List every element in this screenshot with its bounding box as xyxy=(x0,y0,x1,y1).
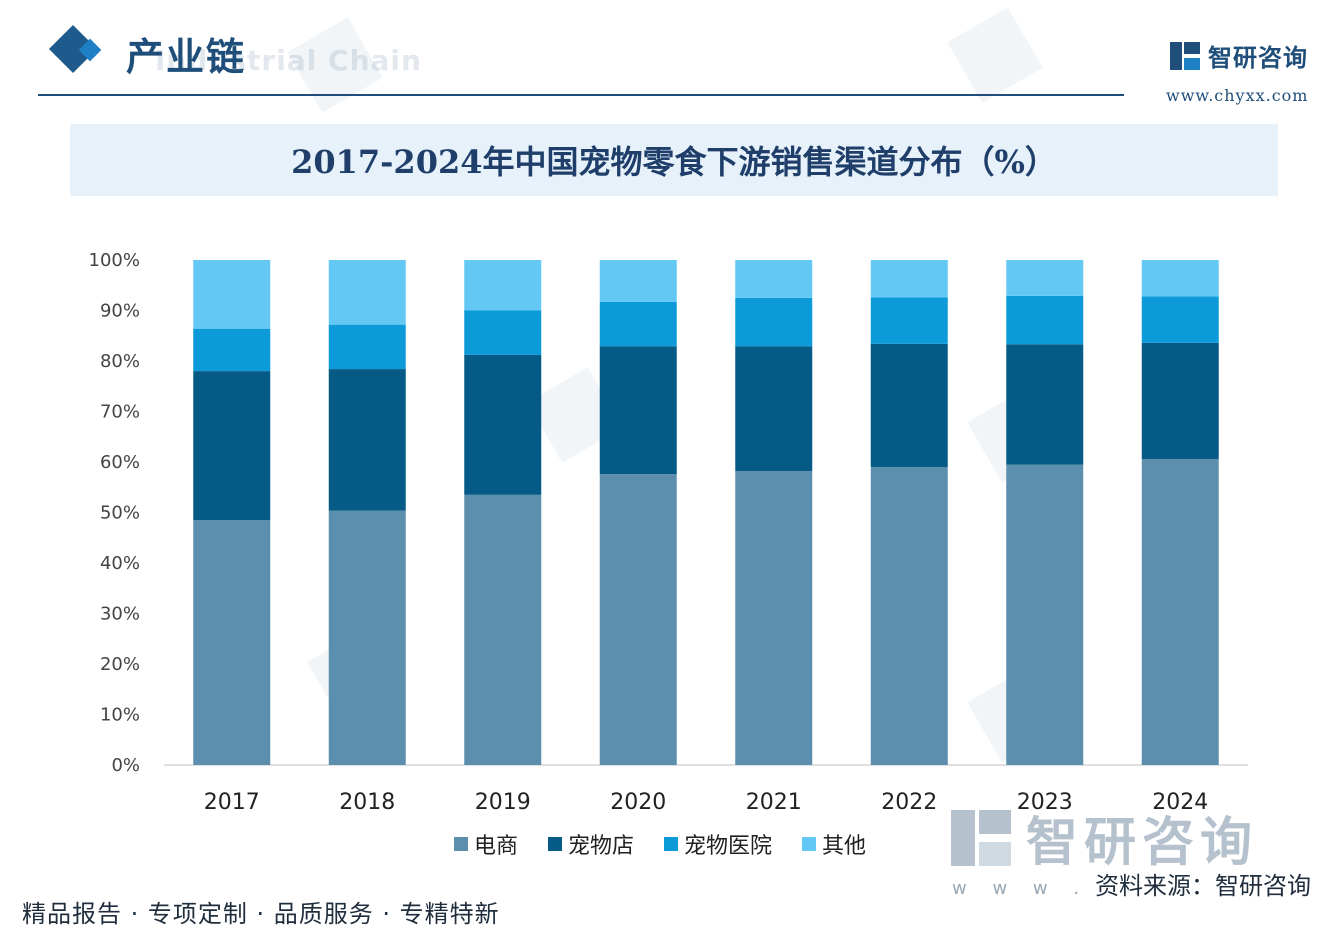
y-tick-label: 40% xyxy=(100,553,140,574)
legend-item-pet-store: 宠物店 xyxy=(548,828,634,860)
x-tick-label: 2018 xyxy=(339,790,395,815)
bar-segment xyxy=(870,467,948,765)
bar-segment xyxy=(1006,344,1084,465)
source-dots: w w w . xyxy=(952,878,1090,899)
legend-label-other: 其他 xyxy=(822,834,867,859)
bar-segment xyxy=(193,371,271,521)
legend-item-other: 其他 xyxy=(802,828,866,860)
bar-segment xyxy=(735,297,813,347)
bar-segment xyxy=(735,471,813,765)
legend-label-pet-hospital: 宠物医院 xyxy=(684,834,773,859)
bar-segment xyxy=(599,346,677,475)
legend-label-pet-store: 宠物店 xyxy=(568,834,635,859)
bar-segment xyxy=(1141,458,1219,765)
chart-legend: 电商 宠物店 宠物医院 其他 xyxy=(454,828,866,860)
y-tick-label: 90% xyxy=(100,301,140,322)
bar-segment xyxy=(464,494,542,765)
y-tick-label: 10% xyxy=(100,705,140,726)
y-tick-label: 100% xyxy=(89,250,140,271)
brand-url: www.chyxx.com xyxy=(1166,86,1309,105)
x-tick-label: 2019 xyxy=(475,790,531,815)
brand-name: 智研咨询 xyxy=(1208,44,1308,72)
bar-segment xyxy=(328,510,406,765)
bar-segment xyxy=(870,343,948,468)
legend-label-ecommerce: 电商 xyxy=(474,834,519,859)
bar-segment xyxy=(193,520,271,765)
footer-brand-watermark: 智研咨询 xyxy=(950,800,1258,875)
legend-swatch-ecommerce xyxy=(454,837,468,851)
x-tick-label: 2021 xyxy=(746,790,802,815)
section-title: 产业链 xyxy=(126,35,247,79)
legend-swatch-pet-hospital xyxy=(664,837,679,851)
y-tick-label: 80% xyxy=(100,351,140,372)
bar-segment xyxy=(599,301,677,347)
section-subtitle: Industrial Chain xyxy=(155,44,422,77)
bar-segment xyxy=(735,346,813,472)
bar-segment xyxy=(599,260,677,302)
data-source: w w w . 资料来源：智研咨询 xyxy=(952,866,1311,901)
y-tick-label: 50% xyxy=(100,503,140,524)
legend-swatch-other xyxy=(802,837,817,851)
bar-segment xyxy=(464,310,542,355)
bar-segment xyxy=(328,324,406,370)
brand-logo-icon xyxy=(1170,41,1200,70)
bar-segment xyxy=(1006,260,1084,296)
y-tick-label: 0% xyxy=(111,755,140,776)
footer-brand-icon xyxy=(951,809,1011,866)
bar-segment xyxy=(1141,342,1219,459)
y-tick-label: 70% xyxy=(100,402,140,423)
y-tick-label: 60% xyxy=(100,452,140,473)
bar-segment xyxy=(193,328,271,372)
source-text: 资料来源：智研咨询 xyxy=(1095,872,1312,900)
x-tick-label: 2017 xyxy=(204,790,260,815)
chart-title: 2017-2024年中国宠物零食下游销售渠道分布（%） xyxy=(291,143,1057,181)
brand-logo: 智研咨询 xyxy=(1170,38,1308,73)
x-tick-label: 2024 xyxy=(1152,790,1208,815)
bar-segment xyxy=(870,260,948,298)
y-tick-label: 30% xyxy=(100,604,140,625)
legend-item-pet-hospital: 宠物医院 xyxy=(664,828,772,860)
bar-segment xyxy=(870,297,948,344)
legend-swatch-pet-store xyxy=(548,837,563,851)
footer-slogan: 精品报告 · 专项定制 · 品质服务 · 专精特新 xyxy=(22,900,500,928)
x-tick-label: 2020 xyxy=(610,790,666,815)
x-tick-label: 2023 xyxy=(1017,790,1073,815)
legend-item-ecommerce: 电商 xyxy=(454,828,518,860)
chart-title-band xyxy=(70,124,1278,196)
bar-segment xyxy=(1006,464,1084,765)
bar-segment xyxy=(1141,296,1219,343)
header-divider xyxy=(38,94,1124,96)
bar-segment xyxy=(735,260,813,298)
bar-segment xyxy=(193,260,271,329)
bar-segment xyxy=(1141,260,1219,297)
bar-segment xyxy=(1006,295,1084,345)
x-tick-label: 2022 xyxy=(881,790,937,815)
y-tick-label: 20% xyxy=(100,654,140,675)
bar-segment xyxy=(464,260,542,311)
footer-brand-name: 智研咨询 xyxy=(1026,813,1259,873)
bar-segment xyxy=(464,354,542,495)
bar-segment xyxy=(328,260,406,325)
bar-segment xyxy=(599,474,677,765)
bar-segment xyxy=(328,369,406,511)
